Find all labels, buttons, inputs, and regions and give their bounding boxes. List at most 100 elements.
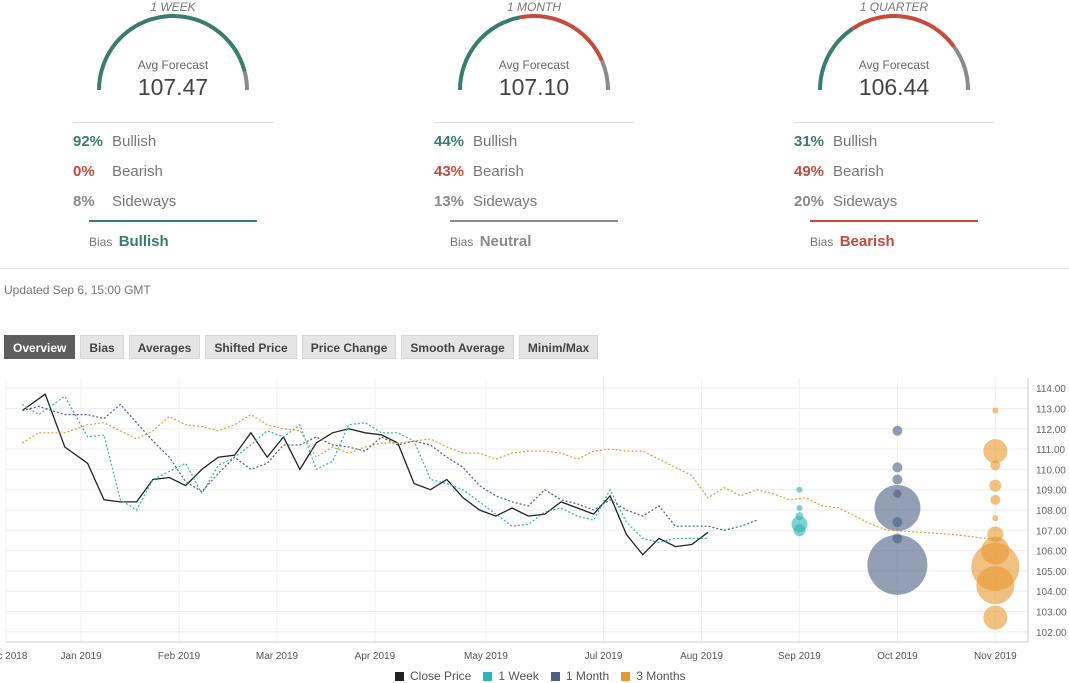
chart-tabs: Overview Bias Averages Shifted Price Pri… [4,335,599,359]
avg-forecast-value: 107.10 [498,74,570,100]
bearish-percent: 43% [434,163,465,180]
bias-label: Bias [810,235,834,249]
forecast-bubble[interactable] [983,439,1008,464]
forecast-bubble[interactable] [989,479,1002,492]
bearish-label: Bearish [112,163,163,180]
forecast-bubble[interactable] [892,425,903,436]
tab-bias[interactable]: Bias [80,335,124,359]
bias-underline [89,220,257,222]
bullish-label: Bullish [833,133,878,150]
tab-averages[interactable]: Averages [128,335,201,359]
forecast-bubble[interactable] [793,524,806,537]
forecast-bubble[interactable] [892,474,903,485]
gauge-segment-bearish [519,14,604,62]
gauge-segment-sideways [242,71,249,91]
forecast-bubble[interactable] [983,605,1008,630]
y-tick-label: 110.00 [1036,465,1066,476]
y-tick-label: 108.00 [1036,506,1067,517]
forecast-bubble[interactable] [796,486,803,493]
y-tick-label: 114.00 [1036,384,1066,395]
forecast-bubble[interactable] [892,462,903,473]
bearish-percent: 49% [794,163,825,180]
legend-label: Close Price [410,669,472,683]
bullish-label: Bullish [473,133,518,150]
x-tick-label: Jul 2019 [585,651,623,662]
forecast-bubble[interactable] [992,515,999,522]
tab-overview[interactable]: Overview [4,335,76,359]
bearish-label: Bearish [833,163,884,180]
x-tick-label: Mar 2019 [256,651,299,662]
gauge-segment-bullish [818,27,854,91]
bias-indicator: Bias Neutral [450,233,531,250]
forecast-chart: 102.00 103.00 104.00 105.00 106.00 107.00 108.… [0,378,1067,662]
legend-swatch [550,671,560,681]
bearish-label: Bearish [473,163,524,180]
bullish-percent: 92% [73,133,104,150]
forecast-bubble[interactable] [976,566,1015,605]
forecast-bubble[interactable] [867,534,928,595]
chart-legend: Close Price 1 Week 1 Month 3 Months [395,669,686,683]
bias-label: Bias [89,235,113,249]
x-tick-label: Apr 2019 [355,651,396,662]
tab-smooth-average[interactable]: Smooth Average [401,335,514,359]
avg-forecast-label: Avg Forecast [137,58,209,72]
bearish-percent: 0% [73,163,95,180]
sideways-percent: 20% [794,193,825,210]
forecast-gauge [818,14,970,91]
legend-3-months[interactable]: 3 Months [621,669,686,683]
bullish-label: Bullish [112,133,157,150]
legend-swatch [621,671,631,681]
y-tick-label: 107.00 [1036,526,1067,537]
tab-shifted-price[interactable]: Shifted Price [205,335,297,359]
bullish-percent: 44% [434,133,465,150]
gauge-segment-sideways [600,59,610,91]
legend-swatch [395,671,404,681]
period-title: 1 QUARTER [859,0,929,14]
x-tick-label: Dec 2018 [0,651,28,662]
legend-1-month[interactable]: 1 Month [550,669,609,683]
gauge-segment-bullish [97,14,247,91]
bias-underline [810,220,978,222]
section-divider [0,268,1069,269]
sideways-label: Sideways [833,193,898,210]
x-tick-label: Nov 2019 [974,651,1017,662]
x-tick-label: Feb 2019 [158,651,201,662]
bias-indicator: Bias Bearish [810,233,895,250]
series-line-1-month[interactable] [22,403,758,531]
avg-forecast-label: Avg Forecast [498,58,570,72]
series-line-3-months[interactable] [21,413,1002,542]
x-tick-label: Sep 2019 [778,651,821,662]
gauge-segment-bullish [458,15,521,91]
tab-minim-max[interactable]: Minim/Max [518,335,599,359]
forecast-bubble[interactable] [892,517,903,528]
legend-label: 1 Week [498,669,539,683]
series-line-close-price[interactable] [21,393,709,556]
y-tick-label: 104.00 [1036,587,1067,598]
series-line-1-week[interactable] [21,395,708,544]
forecast-bubble[interactable] [990,460,1001,471]
avg-forecast-value: 106.44 [858,74,930,100]
sideways-label: Sideways [112,193,177,210]
legend-close-price[interactable]: Close Price [395,669,471,683]
divider [73,122,273,123]
forecast-bubble[interactable] [990,494,1001,505]
period-title: 1 MONTH [507,0,561,14]
avg-forecast-label: Avg Forecast [858,58,930,72]
tab-price-change[interactable]: Price Change [301,335,397,359]
legend-label: 3 Months [636,669,686,683]
forecast-bubble[interactable] [992,407,999,414]
divider [794,122,994,123]
y-tick-label: 111.00 [1036,445,1066,456]
y-tick-label: 103.00 [1036,608,1067,619]
divider [434,122,634,123]
bias-value: Bullish [118,233,169,250]
bias-underline [450,220,618,222]
x-tick-label: May 2019 [464,651,508,662]
sideways-percent: 8% [73,193,95,210]
sideways-label: Sideways [473,193,538,210]
forecast-bubble[interactable] [874,484,921,531]
bias-value: Neutral [479,233,532,250]
period-title: 1 WEEK [150,0,196,14]
forecast-bubble[interactable] [796,504,803,511]
legend-1-week[interactable]: 1 Week [483,669,539,683]
